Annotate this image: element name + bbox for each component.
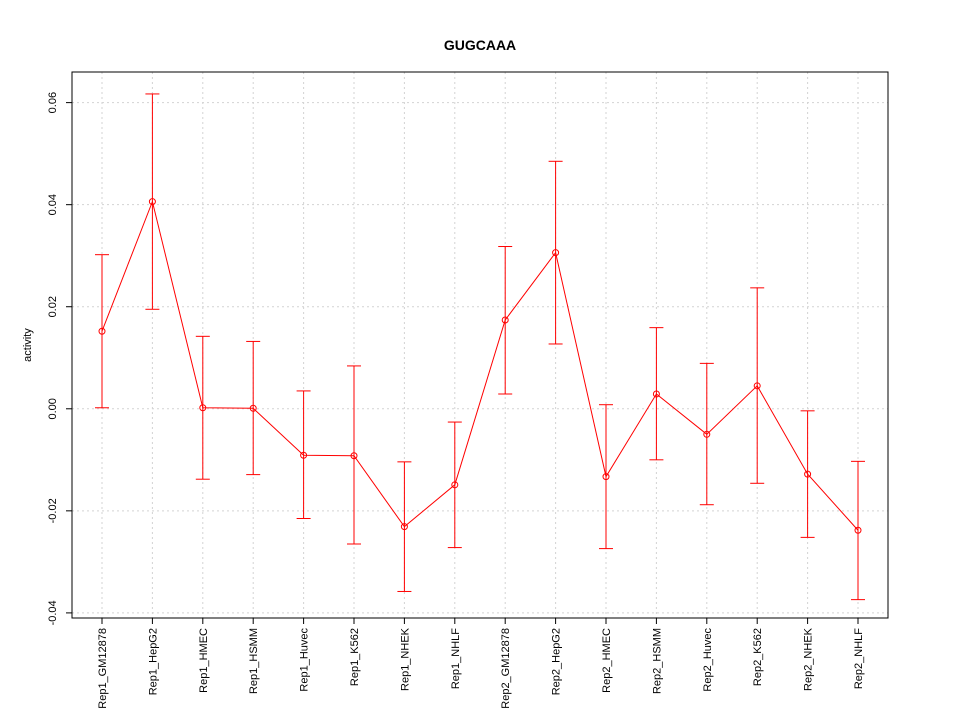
x-axis: Rep1_GM12878 Rep1_HepG2 Rep1_HMEC Rep1_HSMM… xyxy=(97,618,865,709)
data-point xyxy=(501,316,509,324)
x-tick-label: Rep2_NHEK xyxy=(803,627,815,691)
data-point xyxy=(451,481,459,489)
y-tick-label: 0.06 xyxy=(47,92,59,113)
data-point xyxy=(602,473,610,481)
data-point xyxy=(199,404,207,412)
data-point xyxy=(300,451,308,459)
y-tick-label: 0.04 xyxy=(47,194,59,215)
data-point xyxy=(804,470,812,478)
chart-title: GUGCAAA xyxy=(444,37,516,53)
x-tick-label: Rep1_HepG2 xyxy=(147,628,159,695)
x-tick-label: Rep1_NHLF xyxy=(450,628,462,689)
plot-frame xyxy=(71,71,889,619)
x-tick-label: Rep2_GM12878 xyxy=(500,628,512,709)
x-tick-label: Rep2_Huvec xyxy=(702,628,714,692)
x-tick-label: Rep2_HepG2 xyxy=(551,628,563,695)
y-tick-label: -0.04 xyxy=(47,600,59,625)
data-point xyxy=(148,198,156,206)
x-tick-label: Rep1_HSMM xyxy=(248,628,260,694)
grid xyxy=(72,72,888,618)
data-point xyxy=(703,430,711,438)
y-tick-label: -0.02 xyxy=(47,498,59,523)
series-line xyxy=(101,199,859,531)
data-point xyxy=(652,390,660,398)
y-tick-label: 0.02 xyxy=(47,296,59,317)
data-point xyxy=(350,452,358,460)
x-tick-label: Rep2_NHLF xyxy=(853,628,865,689)
x-tick-label: Rep2_K562 xyxy=(752,628,764,686)
x-tick-label: Rep2_HMEC xyxy=(601,628,613,693)
data-point xyxy=(854,526,862,534)
data-point xyxy=(552,249,560,257)
data-point xyxy=(753,382,761,390)
x-tick-label: Rep1_HMEC xyxy=(198,628,210,693)
y-tick-label: 0.00 xyxy=(47,398,59,419)
x-tick-label: Rep1_K562 xyxy=(349,628,361,686)
y-axis: -0.04 -0.02 0.00 0.02 0.04 0.06 xyxy=(47,92,72,625)
x-tick-label: Rep1_Huvec xyxy=(299,628,311,692)
y-axis-label: activity xyxy=(22,328,34,362)
data-point xyxy=(400,523,408,531)
x-tick-label: Rep2_HSMM xyxy=(651,628,663,694)
data-point xyxy=(249,404,257,412)
x-tick-label: Rep1_NHEK xyxy=(399,627,411,691)
data-point xyxy=(98,327,106,335)
series-marks xyxy=(95,93,865,601)
x-tick-label: Rep1_GM12878 xyxy=(97,628,109,709)
